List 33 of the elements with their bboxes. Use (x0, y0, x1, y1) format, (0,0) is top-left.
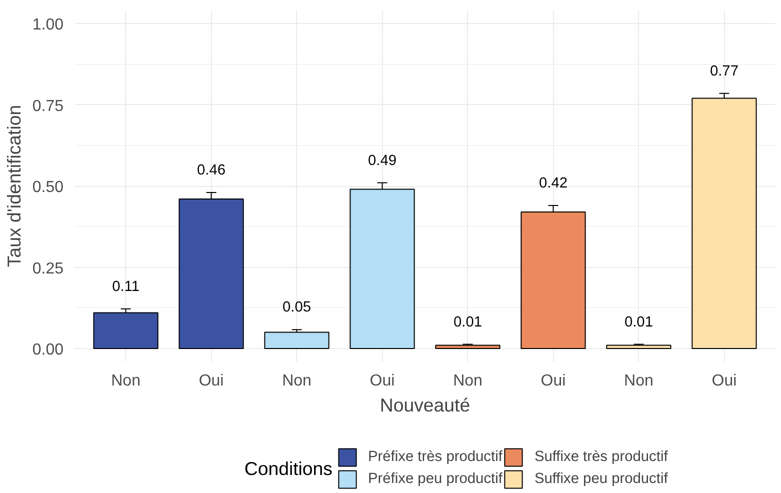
y-axis-title: Taux d'identification (3, 104, 24, 268)
x-tick-label: Oui (370, 372, 395, 390)
x-tick-label: Non (111, 372, 140, 390)
legend-label: Préfixe peu productif (368, 471, 502, 487)
x-tick-label: Oui (712, 372, 737, 390)
y-tick-label: 1.00 (32, 16, 64, 34)
legend-label: Préfixe très productif (368, 449, 502, 465)
bar (606, 344, 672, 349)
data-label: 0.77 (710, 63, 738, 80)
data-label: 0.05 (282, 300, 312, 316)
x-tick-label: Non (282, 372, 312, 390)
y-tick-label: 0.00 (32, 342, 64, 358)
bar (93, 312, 158, 349)
y-tick-label: 0.75 (32, 98, 64, 115)
data-label: 0.01 (453, 314, 482, 330)
data-label: 0.11 (112, 278, 140, 295)
x-tick-label: Oui (540, 372, 566, 390)
y-tick-label: 0.25 (32, 260, 64, 278)
bar (692, 98, 757, 349)
legend-label: Suffixe très productif (534, 449, 668, 465)
x-tick-label: Non (453, 372, 482, 390)
legend-label: Suffixe peu productif (534, 471, 668, 487)
x-tick-label: Oui (198, 372, 224, 390)
data-label: 0.49 (368, 152, 397, 169)
data-label: 0.46 (197, 162, 226, 178)
x-axis-title: Nouveauté (380, 394, 470, 416)
x-tick-label: Non (624, 372, 654, 390)
bar (435, 344, 500, 349)
data-label: 0.42 (538, 176, 568, 192)
bar (264, 332, 330, 349)
data-label: 0.01 (624, 314, 653, 330)
y-tick-label: 0.50 (32, 179, 64, 196)
legend-title: Conditions (244, 458, 333, 479)
